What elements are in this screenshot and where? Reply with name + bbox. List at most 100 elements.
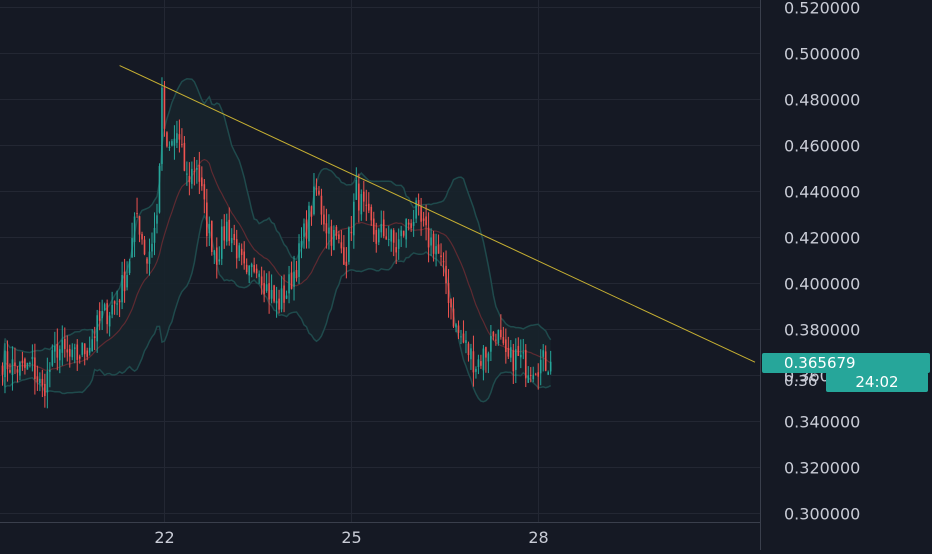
candle-body bbox=[328, 227, 330, 234]
candle bbox=[173, 125, 176, 160]
candle bbox=[233, 224, 236, 246]
candle bbox=[198, 151, 201, 195]
candle bbox=[245, 258, 248, 275]
candle-body bbox=[36, 376, 39, 382]
candle bbox=[529, 367, 532, 383]
candle bbox=[220, 219, 223, 266]
candle bbox=[405, 218, 407, 248]
candle bbox=[151, 232, 153, 258]
candle-body bbox=[313, 186, 315, 215]
candle bbox=[358, 173, 360, 223]
candle bbox=[412, 209, 415, 237]
candle-body bbox=[300, 241, 303, 248]
candle bbox=[512, 343, 515, 384]
candle-body bbox=[385, 236, 388, 240]
candle bbox=[300, 227, 303, 259]
candle bbox=[260, 266, 263, 295]
candle-body bbox=[59, 349, 61, 361]
candle bbox=[335, 225, 338, 240]
candle-body bbox=[402, 230, 405, 236]
candle bbox=[445, 250, 447, 295]
candle bbox=[482, 345, 485, 381]
candle-body bbox=[298, 243, 300, 277]
candle-body bbox=[395, 247, 397, 253]
candle bbox=[108, 311, 111, 337]
candle-body bbox=[101, 311, 103, 319]
candle bbox=[415, 197, 417, 224]
candle-body bbox=[372, 218, 375, 235]
candle bbox=[323, 205, 325, 232]
candle-body bbox=[128, 261, 131, 274]
candle-body bbox=[268, 283, 270, 300]
candle-body bbox=[532, 374, 535, 380]
candle-body bbox=[148, 251, 151, 264]
candle-body bbox=[522, 352, 525, 354]
candle bbox=[375, 222, 378, 253]
candlesticks bbox=[1, 77, 552, 409]
candle-body bbox=[76, 344, 79, 360]
candle-body bbox=[260, 276, 263, 286]
candle-body bbox=[29, 363, 31, 365]
candle-body bbox=[181, 144, 183, 146]
candle-body bbox=[161, 87, 163, 164]
candle bbox=[238, 242, 241, 262]
candle bbox=[437, 234, 440, 254]
candle-body bbox=[527, 375, 530, 383]
candle-body bbox=[335, 226, 338, 236]
candle bbox=[46, 357, 49, 409]
candle-body bbox=[116, 303, 118, 305]
candle bbox=[26, 362, 29, 370]
candle-body bbox=[111, 304, 113, 315]
candle-body bbox=[529, 374, 532, 377]
candle bbox=[14, 347, 16, 375]
candle-body bbox=[430, 237, 432, 246]
candle bbox=[377, 227, 380, 246]
candle bbox=[113, 300, 116, 315]
candle bbox=[353, 193, 355, 249]
candle-body bbox=[400, 230, 402, 237]
y-tick-label: 0.300000 bbox=[784, 505, 860, 524]
candle-body bbox=[367, 203, 370, 211]
candle bbox=[34, 343, 36, 395]
candle-body bbox=[183, 142, 186, 171]
candle-body bbox=[258, 273, 260, 277]
candle bbox=[19, 360, 21, 381]
candle bbox=[111, 291, 113, 319]
candle-body bbox=[6, 351, 9, 370]
trendline[interactable] bbox=[119, 65, 756, 363]
candle bbox=[4, 343, 6, 394]
candle-body bbox=[519, 354, 522, 358]
candle bbox=[141, 231, 143, 245]
candle-body bbox=[118, 300, 121, 303]
candle-body bbox=[93, 336, 96, 338]
candle bbox=[452, 297, 455, 328]
candle-body bbox=[71, 349, 74, 358]
candle-body bbox=[375, 230, 378, 244]
candle bbox=[98, 302, 101, 331]
candle-body bbox=[66, 349, 69, 353]
candle bbox=[355, 167, 358, 201]
candle bbox=[96, 309, 98, 353]
candle bbox=[118, 298, 121, 318]
candle bbox=[191, 161, 193, 189]
candle-body bbox=[275, 300, 278, 304]
candle bbox=[367, 192, 370, 214]
candle-body bbox=[455, 324, 457, 328]
candle bbox=[348, 226, 350, 265]
candle bbox=[171, 139, 173, 147]
candle-body bbox=[397, 239, 400, 249]
candle-body bbox=[44, 383, 46, 396]
candle-body bbox=[131, 238, 133, 258]
candle bbox=[390, 228, 393, 252]
candle-body bbox=[315, 188, 318, 190]
candle bbox=[273, 284, 275, 304]
candle-body bbox=[250, 264, 253, 267]
candle bbox=[63, 327, 66, 358]
candle-body bbox=[442, 261, 445, 263]
candle-body bbox=[502, 337, 505, 344]
candle-body bbox=[333, 229, 335, 250]
candle-body bbox=[41, 378, 44, 386]
candle-body bbox=[278, 298, 280, 310]
